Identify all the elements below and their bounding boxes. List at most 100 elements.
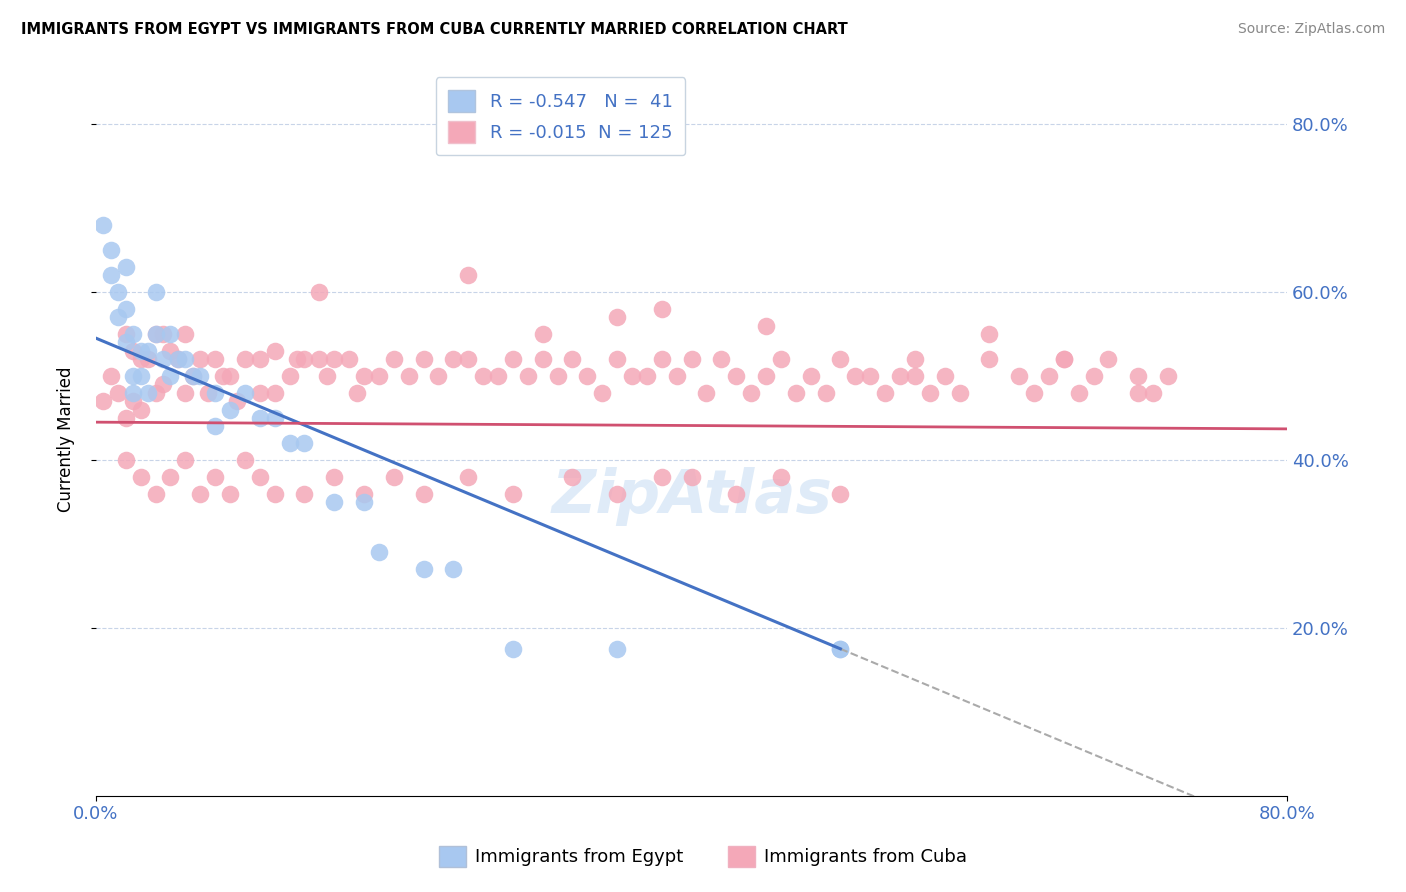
Point	[367, 369, 389, 384]
Point	[710, 352, 733, 367]
Point	[441, 562, 464, 576]
Point	[129, 352, 152, 367]
Point	[315, 369, 337, 384]
Point	[263, 411, 285, 425]
Point	[576, 369, 599, 384]
Point	[337, 352, 360, 367]
Point	[129, 402, 152, 417]
Point	[665, 369, 688, 384]
Point	[875, 385, 897, 400]
Point	[353, 495, 375, 509]
Point	[174, 352, 197, 367]
Point	[122, 343, 145, 358]
Point	[769, 469, 792, 483]
Point	[1157, 369, 1180, 384]
Point	[547, 369, 569, 384]
Point	[233, 453, 256, 467]
Point	[100, 268, 122, 283]
Point	[918, 385, 941, 400]
Point	[145, 326, 167, 341]
Point	[904, 369, 927, 384]
Point	[785, 385, 807, 400]
Point	[859, 369, 882, 384]
Point	[323, 469, 346, 483]
Point	[934, 369, 956, 384]
Point	[100, 369, 122, 384]
Point	[681, 352, 703, 367]
Point	[502, 486, 524, 500]
Point	[159, 343, 181, 358]
Point	[107, 285, 129, 299]
Point	[457, 268, 479, 283]
Point	[152, 326, 174, 341]
Point	[174, 326, 197, 341]
Point	[561, 469, 583, 483]
Point	[412, 486, 434, 500]
Point	[114, 411, 136, 425]
Point	[204, 352, 226, 367]
Point	[769, 352, 792, 367]
Point	[1053, 352, 1076, 367]
Legend: R = -0.547   N =  41, R = -0.015  N = 125: R = -0.547 N = 41, R = -0.015 N = 125	[436, 77, 685, 155]
Point	[353, 369, 375, 384]
Point	[285, 352, 308, 367]
Point	[1022, 385, 1045, 400]
Point	[591, 385, 613, 400]
Point	[382, 469, 405, 483]
Point	[136, 352, 159, 367]
Point	[145, 385, 167, 400]
Point	[531, 326, 554, 341]
Point	[725, 486, 748, 500]
Point	[346, 385, 368, 400]
Point	[114, 326, 136, 341]
Point	[681, 469, 703, 483]
Point	[755, 369, 778, 384]
Point	[323, 352, 346, 367]
Point	[412, 562, 434, 576]
Point	[1142, 385, 1164, 400]
Point	[398, 369, 420, 384]
Point	[159, 369, 181, 384]
Point	[606, 352, 628, 367]
Point	[181, 369, 204, 384]
Point	[249, 469, 271, 483]
Point	[122, 326, 145, 341]
Point	[188, 352, 211, 367]
Point	[502, 352, 524, 367]
Point	[122, 369, 145, 384]
Point	[814, 385, 837, 400]
Point	[606, 486, 628, 500]
Point	[636, 369, 658, 384]
Point	[904, 352, 927, 367]
Point	[152, 352, 174, 367]
Point	[181, 369, 204, 384]
Point	[382, 352, 405, 367]
Point	[93, 394, 115, 409]
Point	[174, 453, 197, 467]
Point	[427, 369, 450, 384]
Point	[114, 453, 136, 467]
Point	[457, 352, 479, 367]
Point	[725, 369, 748, 384]
Point	[830, 641, 852, 656]
Point	[620, 369, 643, 384]
Point	[263, 385, 285, 400]
Point	[651, 352, 673, 367]
Point	[830, 486, 852, 500]
Point	[441, 352, 464, 367]
Point	[129, 369, 152, 384]
Text: ZipAtlas: ZipAtlas	[551, 467, 832, 525]
Point	[263, 486, 285, 500]
Point	[695, 385, 717, 400]
Text: Source: ZipAtlas.com: Source: ZipAtlas.com	[1237, 22, 1385, 37]
Point	[294, 486, 316, 500]
Point	[1008, 369, 1031, 384]
Point	[249, 352, 271, 367]
Point	[204, 385, 226, 400]
Point	[830, 641, 852, 656]
Point	[152, 377, 174, 392]
Point	[93, 218, 115, 232]
Point	[188, 369, 211, 384]
Point	[107, 310, 129, 325]
Point	[226, 394, 249, 409]
